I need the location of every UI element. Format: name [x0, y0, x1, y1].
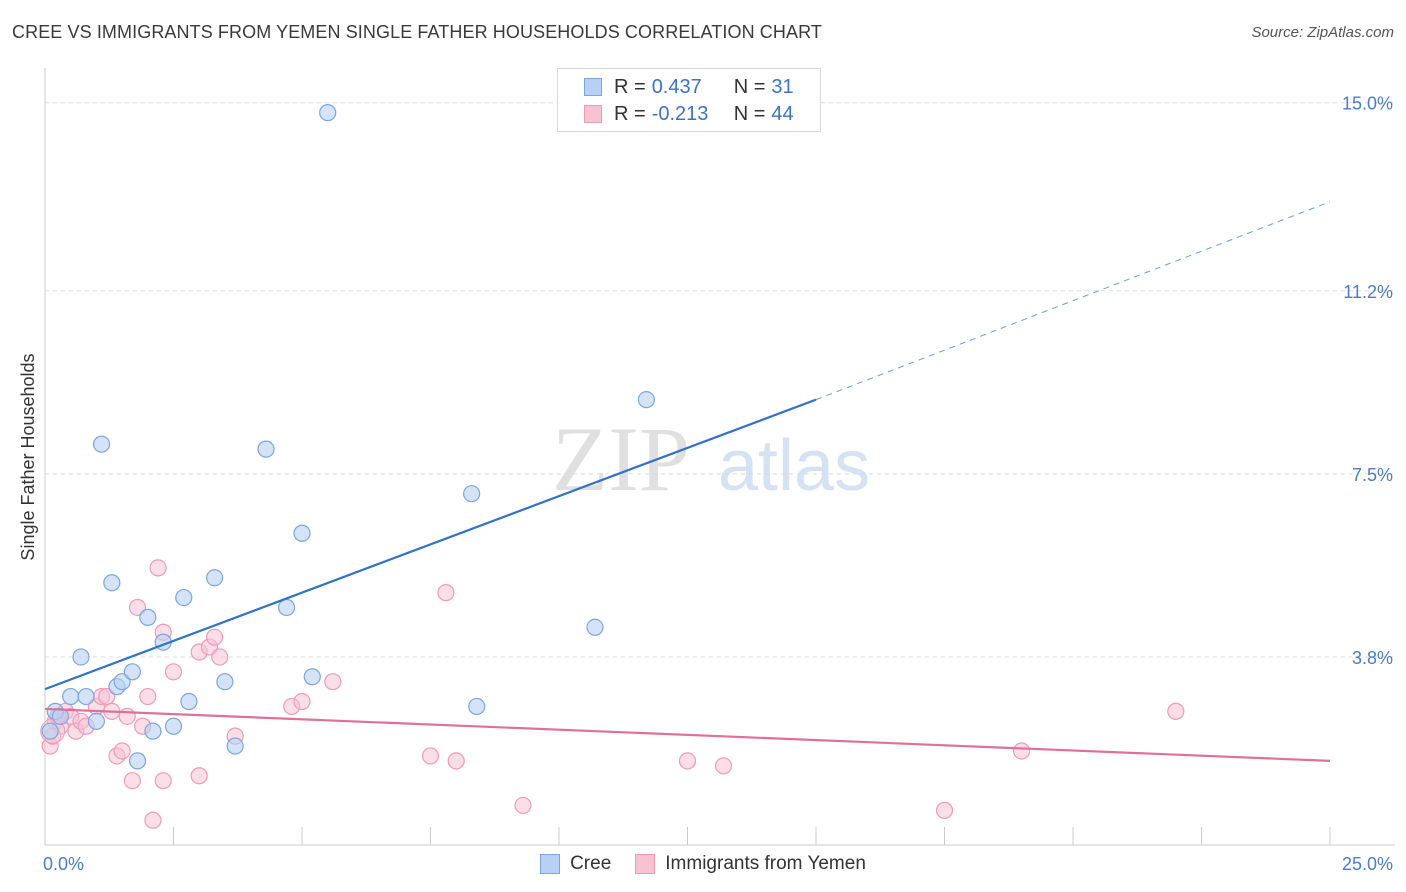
cree-points [41, 104, 655, 770]
source-label: Source: ZipAtlas.com [1251, 24, 1394, 41]
yemen-point [128, 598, 147, 617]
cree-point [319, 104, 337, 122]
yemen-point [514, 796, 532, 815]
x-tick-label: 25.0% [1342, 854, 1393, 874]
yemen-point [1012, 742, 1031, 760]
y-tick-label: 15.0% [1342, 94, 1393, 114]
legend-swatch-cree [540, 854, 561, 874]
watermark: ZIP atlas [552, 408, 870, 510]
cree-point [103, 574, 121, 592]
grid-lines [45, 102, 1395, 658]
yemen-point [149, 559, 167, 577]
legend-n-value: 31 [771, 75, 794, 98]
trend-lines [44, 201, 1331, 762]
series-legend: Cree Immigrants from Yemen [0, 850, 1406, 878]
yemen-trend-line [44, 707, 1331, 762]
tick-labels: 3.8% 7.5% 11.2% 15.0% 0.0% 25.0% [43, 94, 1393, 874]
yemen-point [164, 663, 183, 681]
cree-point [62, 687, 80, 706]
cree-point [77, 687, 95, 706]
legend-row-yemen: R = -0.213 N = 44 [584, 101, 794, 127]
yemen-point [437, 584, 455, 602]
cree-point [175, 588, 193, 607]
yemen-point [190, 767, 208, 785]
cree-point [637, 391, 655, 409]
x-tick-label: 0.0% [43, 854, 84, 874]
cree-point [92, 435, 111, 453]
yemen-point [447, 752, 465, 770]
cree-point [468, 697, 486, 716]
yemen-point [324, 673, 342, 691]
legend-n-label: N = [733, 102, 766, 125]
legend-item-yemen[interactable]: Immigrants from Yemen [635, 853, 866, 875]
yemen-point [678, 752, 697, 770]
yemen-point [118, 707, 136, 725]
cree-point [113, 673, 131, 691]
chart-title: CREE VS IMMIGRANTS FROM YEMEN SINGLE FAT… [12, 22, 822, 42]
legend-swatch-yemen [584, 105, 602, 123]
yemen-point [139, 687, 157, 706]
y-axis-label: Single Father Households [18, 353, 38, 560]
legend-label-yemen: Immigrants from Yemen [665, 853, 866, 874]
y-tick-label: 3.8% [1352, 648, 1393, 668]
cree-point [293, 524, 311, 542]
legend-r-value: -0.213 [651, 102, 709, 125]
cree-point [139, 608, 157, 626]
yemen-points [40, 559, 1185, 829]
yemen-point [123, 772, 141, 790]
legend-r-label: R = [614, 75, 646, 98]
legend-r-value: 0.437 [651, 75, 702, 98]
axes [44, 68, 1395, 846]
watermark-zip: ZIP [552, 408, 690, 510]
cree-point [51, 707, 70, 725]
watermark-atlas: atlas [718, 426, 870, 506]
yemen-point [935, 801, 954, 819]
cree-point [257, 440, 275, 458]
cree-point [72, 648, 90, 666]
cree-point [463, 485, 481, 503]
legend-swatch-yemen [635, 854, 656, 874]
cree-point [586, 618, 604, 636]
stats-legend: R = 0.437 N = 31 R = -0.213 N = 44 [557, 68, 821, 132]
yemen-point [421, 747, 440, 765]
y-tick-label: 11.2% [1343, 282, 1393, 302]
legend-n-label: N = [733, 75, 766, 98]
legend-item-cree[interactable]: Cree [540, 853, 611, 875]
cree-point [277, 598, 296, 617]
cree-point [180, 692, 198, 711]
legend-label-cree: Cree [570, 853, 612, 874]
yemen-point [211, 648, 229, 666]
yemen-point [206, 628, 224, 646]
cree-point [41, 722, 59, 740]
cree-point [216, 673, 234, 691]
cree-point [164, 717, 183, 735]
y-tick-label: 7.5% [1352, 465, 1393, 485]
legend-n-value: 44 [771, 102, 794, 125]
yemen-point [293, 692, 311, 711]
cree-point [144, 722, 162, 740]
legend-swatch-cree [584, 78, 602, 96]
yemen-point [1167, 702, 1185, 720]
cree-point [206, 569, 224, 587]
cree-point [303, 668, 321, 686]
yemen-point [154, 772, 172, 790]
yemen-point [144, 811, 162, 829]
cree-trend-line [44, 398, 817, 691]
cree-point [87, 712, 106, 730]
yemen-point [714, 757, 733, 775]
legend-r-label: R = [614, 102, 646, 125]
cree-point [128, 752, 147, 770]
cree-point [226, 737, 244, 755]
cree-trend-extension [815, 201, 1331, 401]
yemen-point [113, 742, 131, 760]
legend-row-cree: R = 0.437 N = 31 [584, 74, 794, 100]
cree-point [123, 663, 141, 681]
